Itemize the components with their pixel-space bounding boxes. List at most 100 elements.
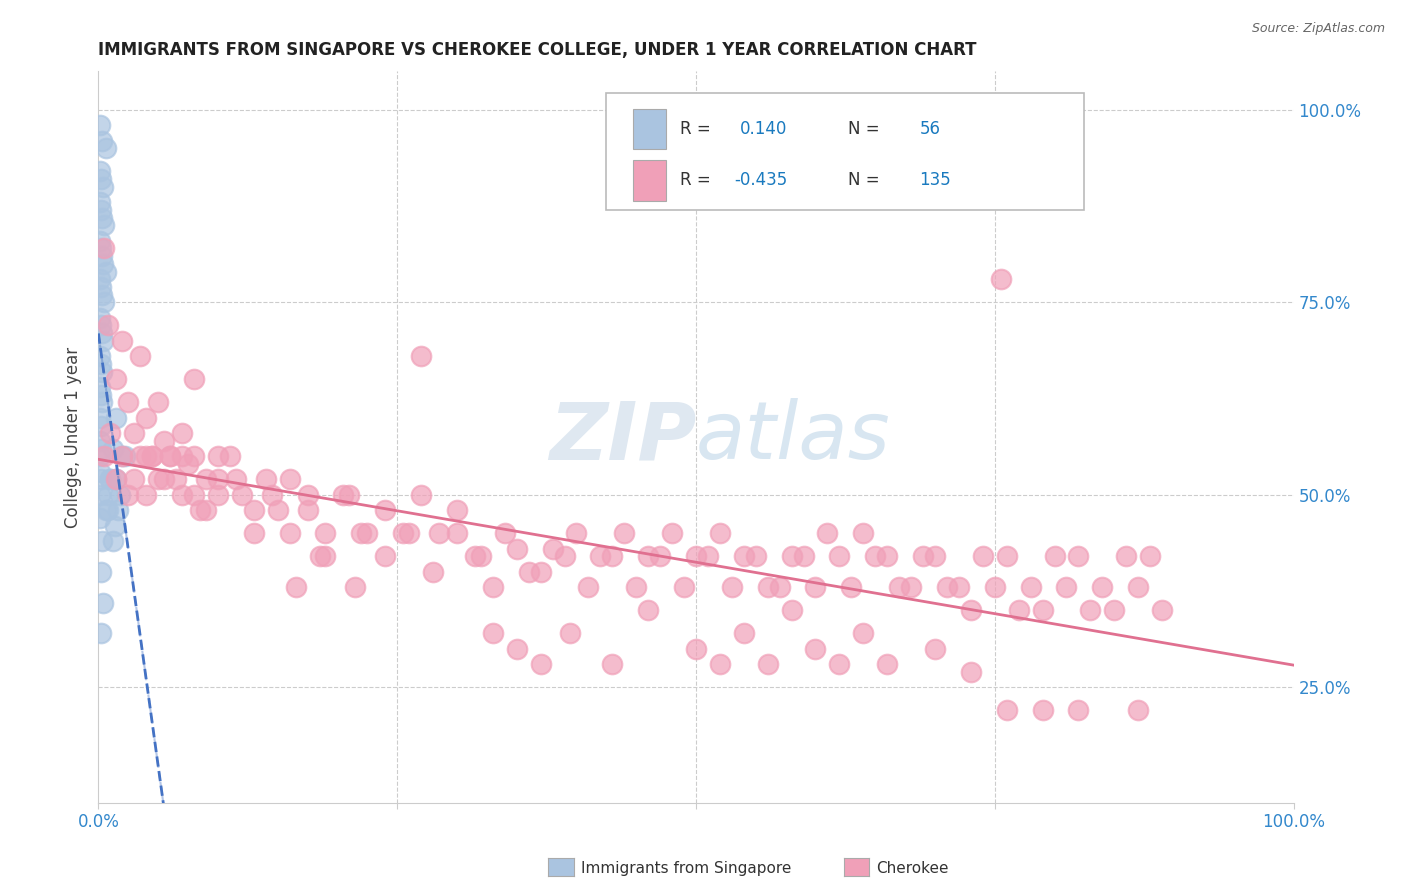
Point: [626, 580, 648, 594]
Point: [207, 488, 229, 502]
Point: [89, 310, 111, 325]
Point: [90, 418, 112, 433]
Point: [93, 242, 115, 256]
Point: [177, 457, 200, 471]
Point: [89, 234, 111, 248]
Point: [602, 549, 624, 564]
Point: [111, 450, 134, 464]
Point: [1152, 603, 1174, 617]
Point: [948, 580, 970, 594]
Point: [225, 472, 247, 486]
Point: [828, 549, 851, 564]
Point: [91, 534, 114, 549]
Point: [135, 488, 157, 502]
FancyBboxPatch shape: [633, 109, 666, 149]
FancyBboxPatch shape: [606, 94, 1084, 211]
Point: [804, 641, 827, 656]
Point: [91, 257, 114, 271]
Point: [733, 626, 755, 640]
Point: [195, 503, 218, 517]
Point: [995, 703, 1018, 717]
Point: [936, 580, 959, 594]
Point: [308, 549, 330, 564]
Point: [315, 549, 337, 564]
Point: [195, 472, 218, 486]
Point: [721, 580, 744, 594]
Point: [972, 549, 994, 564]
Point: [506, 541, 529, 556]
Point: [91, 179, 114, 194]
Point: [90, 280, 112, 294]
Point: [464, 549, 486, 564]
Point: [91, 365, 114, 379]
Point: [297, 503, 319, 517]
Point: [94, 141, 117, 155]
Point: [172, 426, 194, 441]
Point: [98, 426, 122, 441]
Point: [1067, 703, 1090, 717]
Text: atlas: atlas: [696, 398, 891, 476]
Point: [284, 580, 307, 594]
Point: [1128, 580, 1150, 594]
Text: ZIP: ZIP: [548, 398, 696, 476]
Point: [97, 488, 120, 502]
Point: [89, 488, 111, 502]
Point: [231, 488, 253, 502]
FancyBboxPatch shape: [633, 161, 666, 201]
Point: [135, 450, 157, 464]
Point: [1139, 549, 1161, 564]
Point: [392, 526, 415, 541]
Point: [129, 450, 152, 464]
Point: [91, 134, 114, 148]
Text: R =: R =: [681, 171, 711, 189]
Point: [470, 549, 492, 564]
Point: [1056, 580, 1078, 594]
Point: [530, 657, 553, 672]
Point: [278, 472, 301, 486]
Point: [422, 565, 444, 579]
Point: [98, 472, 122, 486]
Point: [108, 488, 131, 502]
Point: [89, 450, 111, 464]
Point: [124, 426, 146, 441]
Text: 0.140: 0.140: [740, 120, 787, 138]
Point: [1128, 703, 1150, 717]
Point: [89, 511, 111, 525]
Point: [117, 395, 139, 409]
Point: [89, 118, 111, 132]
Point: [111, 450, 134, 464]
Point: [960, 603, 983, 617]
Point: [91, 326, 114, 340]
Point: [984, 580, 1007, 594]
Point: [207, 450, 229, 464]
Point: [756, 580, 779, 594]
Point: [697, 549, 720, 564]
Point: [517, 565, 540, 579]
Point: [90, 472, 112, 486]
Point: [97, 318, 120, 333]
Point: [254, 472, 277, 486]
Point: [89, 195, 111, 210]
Point: [91, 596, 114, 610]
Point: [183, 488, 205, 502]
Point: [101, 442, 124, 456]
Point: [1032, 603, 1054, 617]
Text: N =: N =: [848, 120, 879, 138]
Point: [1104, 603, 1126, 617]
Point: [565, 526, 588, 541]
Point: [745, 549, 768, 564]
Point: [427, 526, 450, 541]
Text: -0.435: -0.435: [734, 171, 787, 189]
Point: [90, 388, 112, 402]
Point: [1043, 549, 1066, 564]
Point: [374, 503, 396, 517]
Point: [793, 549, 815, 564]
Point: [578, 580, 600, 594]
Point: [602, 657, 624, 672]
Point: [90, 318, 112, 333]
Text: IMMIGRANTS FROM SINGAPORE VS CHEROKEE COLLEGE, UNDER 1 YEAR CORRELATION CHART: IMMIGRANTS FROM SINGAPORE VS CHEROKEE CO…: [98, 41, 977, 59]
Point: [960, 665, 983, 679]
Point: [900, 580, 922, 594]
Point: [207, 472, 229, 486]
Point: [94, 503, 117, 517]
